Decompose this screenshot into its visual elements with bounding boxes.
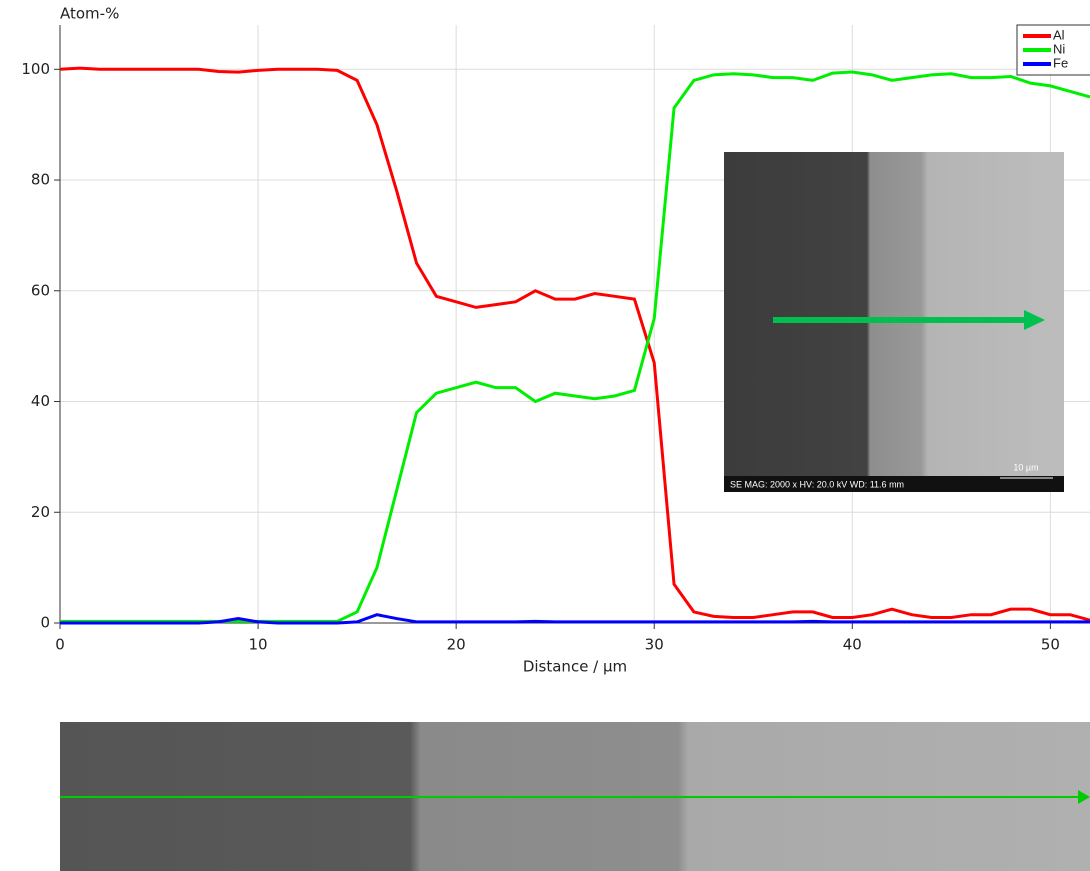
legend-label: Fe xyxy=(1053,55,1068,70)
x-tick-label: 40 xyxy=(843,636,862,654)
y-tick-label: 40 xyxy=(31,392,50,410)
y-tick-label: 80 xyxy=(31,171,50,189)
x-tick-label: 30 xyxy=(645,636,664,654)
x-tick-label: 0 xyxy=(55,636,65,654)
x-tick-label: 20 xyxy=(447,636,466,654)
legend-label: Al xyxy=(1053,27,1065,42)
inset-scale: 10 µm xyxy=(1013,462,1038,472)
inset-caption: SE MAG: 2000 x HV: 20.0 kV WD: 11.6 mm xyxy=(730,479,904,489)
legend-label: Ni xyxy=(1053,41,1065,56)
y-tick-label: 100 xyxy=(21,60,50,78)
inset-image: SE MAG: 2000 x HV: 20.0 kV WD: 11.6 mm 1… xyxy=(724,152,1064,492)
y-tick-label: 60 xyxy=(31,281,50,299)
x-axis-title: Distance / µm xyxy=(523,658,627,676)
strip-image xyxy=(60,722,1090,871)
chart: 0 10 20 30 40 50 0 20 40 60 80 100 Atom-% Distance … xyxy=(0,0,1090,871)
x-tick-label: 50 xyxy=(1041,636,1060,654)
y-axis-title: Atom-% xyxy=(60,5,119,23)
x-tick-label: 10 xyxy=(249,636,268,654)
y-tick-label: 0 xyxy=(40,614,50,632)
y-tick-label: 20 xyxy=(31,503,50,521)
